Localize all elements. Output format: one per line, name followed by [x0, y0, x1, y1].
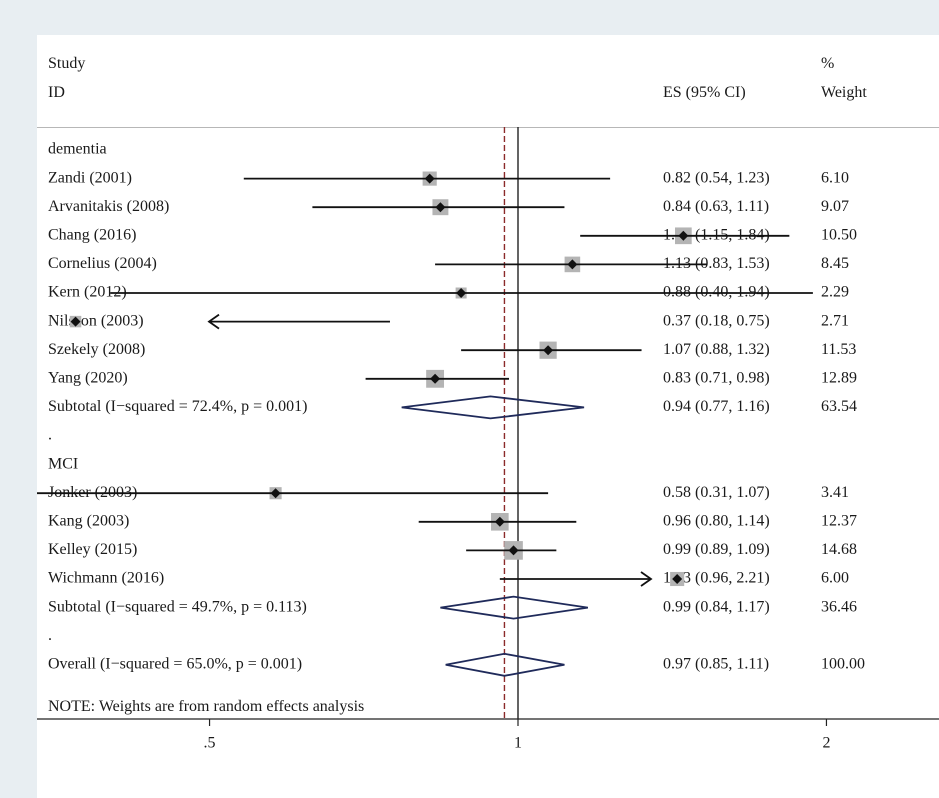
weight-value: 36.46	[821, 598, 857, 615]
es-ci-value: 1.13 (0.83, 1.53)	[663, 255, 770, 272]
subtotal-diamond	[440, 595, 588, 620]
weight-value: 6.00	[821, 570, 849, 587]
weight-value: 9.07	[821, 198, 849, 215]
weight-value: 63.54	[821, 398, 857, 415]
point-estimate-marker	[270, 488, 281, 499]
point-estimate-marker	[672, 574, 683, 584]
forest-plot-panel: Study ID ES (95% CI) % Weight NOTE: Weig…	[37, 35, 939, 798]
weight-value: 12.37	[821, 512, 857, 529]
weight-value: 11.53	[821, 341, 856, 358]
weight-value: 100.00	[821, 655, 865, 672]
weight-value: 14.68	[821, 541, 857, 558]
footnote: NOTE: Weights are from random effects an…	[48, 698, 365, 715]
row-label: Wichmann (2016)	[48, 570, 164, 587]
es-ci-value: 0.97 (0.85, 1.11)	[663, 655, 769, 672]
es-ci-value: 0.37 (0.18, 0.75)	[663, 312, 770, 329]
weight-value: 2.29	[821, 284, 849, 301]
es-ci-value: 0.83 (0.71, 0.98)	[663, 369, 770, 386]
row-label: Cornelius (2004)	[48, 255, 157, 272]
es-ci-value: 0.84 (0.63, 1.11)	[663, 198, 769, 215]
row-label: Zandi (2001)	[48, 169, 132, 186]
study-header: Study	[48, 55, 86, 72]
x-tick-label: .5	[204, 735, 216, 752]
row-label: Nilsson (2003)	[48, 312, 144, 329]
row-label: Kern (2012)	[48, 284, 127, 301]
point-estimate-marker	[567, 259, 578, 270]
row-label: Yang (2020)	[48, 369, 128, 386]
ci-arrow-left	[207, 313, 220, 330]
point-estimate-marker	[494, 516, 505, 527]
es-ci-value: 0.94 (0.77, 1.16)	[663, 398, 770, 415]
group-label: MCI	[48, 455, 78, 472]
es-header: ES (95% CI)	[663, 84, 746, 101]
point-estimate-marker	[456, 288, 467, 298]
row-label: Chang (2016)	[48, 226, 136, 243]
point-estimate-marker	[435, 202, 446, 213]
x-tick-label: 1	[514, 735, 522, 752]
point-estimate-marker	[70, 316, 81, 327]
point-estimate-marker	[508, 545, 519, 556]
group-label: dementia	[48, 141, 107, 158]
weight-value: 6.10	[821, 169, 849, 186]
es-ci-value: 0.58 (0.31, 1.07)	[663, 484, 770, 501]
spacer-dot: .	[48, 627, 52, 644]
spacer-dot: .	[48, 427, 52, 444]
row-label: Kang (2003)	[48, 512, 129, 529]
row-label: Kelley (2015)	[48, 541, 137, 558]
es-ci-value: 1.43 (0.96, 2.21)	[663, 570, 770, 587]
weight-value: 8.45	[821, 255, 849, 272]
x-tick-label: 2	[822, 735, 830, 752]
es-ci-value: 0.82 (0.54, 1.23)	[663, 169, 770, 186]
weight-header: Weight	[821, 84, 867, 101]
weight-value: 2.71	[821, 312, 849, 329]
es-ci-value: 1.07 (0.88, 1.32)	[663, 341, 770, 358]
row-label: Overall (I−squared = 65.0%, p = 0.001)	[48, 655, 302, 672]
es-ci-value: 0.99 (0.89, 1.09)	[663, 541, 770, 558]
es-ci-value: 0.99 (0.84, 1.17)	[663, 598, 770, 615]
point-estimate-marker	[424, 173, 435, 184]
point-estimate-marker	[543, 345, 554, 356]
point-estimate-marker	[678, 230, 689, 241]
subtotal-diamond	[401, 395, 585, 420]
ci-arrow-right	[640, 571, 653, 587]
weight-value: 12.89	[821, 369, 857, 386]
id-header: ID	[48, 84, 65, 101]
row-label: Szekely (2008)	[48, 341, 145, 358]
row-label: Subtotal (I−squared = 49.7%, p = 0.113)	[48, 598, 307, 615]
percent-header: %	[821, 55, 835, 72]
es-ci-value: 0.96 (0.80, 1.14)	[663, 512, 770, 529]
row-label: Subtotal (I−squared = 72.4%, p = 0.001)	[48, 398, 307, 415]
weight-value: 3.41	[821, 484, 849, 501]
overall-diamond	[445, 652, 565, 677]
row-label: Arvanitakis (2008)	[48, 198, 169, 215]
header-divider	[37, 127, 939, 128]
point-estimate-marker	[430, 373, 441, 384]
weight-value: 10.50	[821, 226, 857, 243]
